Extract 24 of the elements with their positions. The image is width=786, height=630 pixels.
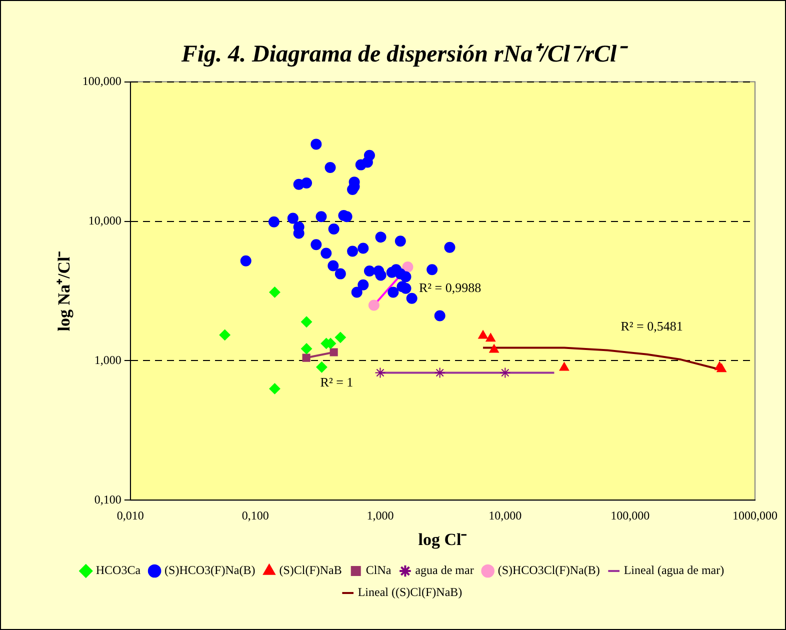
legend-label: Lineal (agua de mar) — [624, 563, 724, 578]
legend-label: (S)Cl(F)NaB — [279, 563, 342, 578]
x-tick-label: 100,000 — [610, 508, 650, 523]
x-tick-label: 10,000 — [488, 508, 522, 523]
legend-label: ClNa — [366, 563, 392, 578]
legend-label: (S)HCO3Cl(F)Na(B) — [498, 563, 600, 578]
x-tick-label: 1,000 — [366, 508, 394, 523]
legend-label: HCO3Ca — [96, 563, 142, 578]
annotation: R² = 0,5481 — [620, 318, 683, 334]
x-axis-title: log Cl⁻ — [418, 530, 468, 550]
y-tick-label: 0,100 — [94, 492, 122, 506]
x-tick-label: 1000,000 — [732, 508, 778, 523]
x-tick-label: 0,100 — [242, 508, 269, 523]
x-tick-label: 0,010 — [116, 508, 144, 523]
legend-label: (S)HCO3(F)Na(B) — [164, 563, 256, 578]
y-axis-title: log Na⁺/Cl⁻ — [54, 250, 74, 332]
annotation: R² = 1 — [320, 374, 354, 390]
chart-title: Fig. 4. Diagrama de dispersión rNa⁺/Cl⁻/rCl⁻ — [180, 42, 629, 68]
y-tick-label: 100,000 — [82, 74, 122, 88]
legend-label: agua de mar — [415, 563, 474, 578]
annotation: R² = 0,9988 — [418, 280, 482, 295]
y-tick-label: 1,000 — [94, 352, 122, 367]
y-tick-label: 10,000 — [88, 213, 122, 228]
legend-label: Lineal ((S)Cl(F)NaB) — [358, 585, 462, 600]
